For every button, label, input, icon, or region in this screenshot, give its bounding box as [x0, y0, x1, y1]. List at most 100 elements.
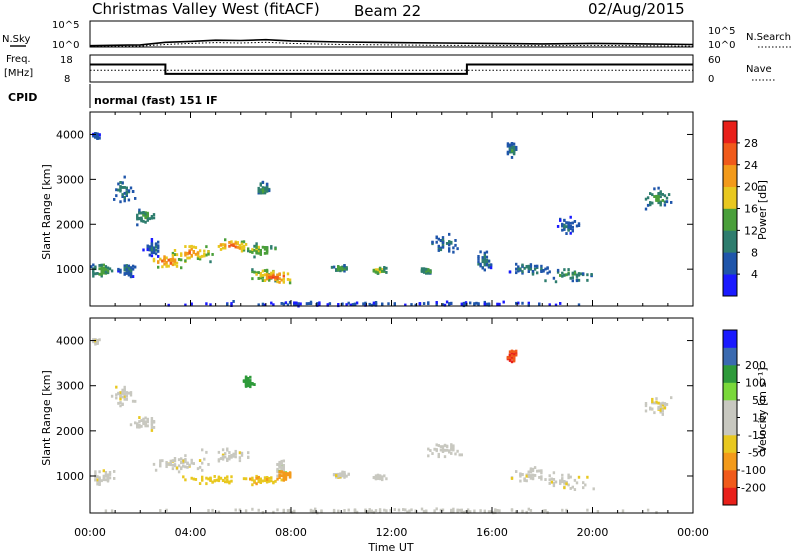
data-cell	[257, 191, 260, 195]
data-cell	[575, 481, 579, 485]
y-tick-label: 1000	[56, 263, 84, 276]
data-cell	[96, 272, 99, 275]
data-cell	[190, 244, 193, 248]
data-cell	[297, 302, 300, 306]
data-cell	[106, 271, 110, 275]
data-cell	[129, 391, 133, 394]
data-cell	[385, 477, 388, 481]
x-tick-label: 00:00	[677, 526, 709, 539]
data-cell	[655, 400, 658, 404]
data-cell	[150, 238, 154, 241]
data-cell	[190, 253, 193, 257]
data-cell	[270, 479, 273, 483]
data-cell	[456, 247, 459, 251]
data-cell	[98, 470, 101, 474]
data-cell	[125, 268, 128, 272]
data-cell	[569, 276, 572, 280]
data-cell	[485, 302, 489, 306]
data-cell	[165, 465, 168, 468]
frequency-panel: Freq. [MHz] 18 8 60 0 Nave	[4, 54, 776, 85]
data-cell	[217, 477, 221, 480]
data-cell	[244, 377, 248, 381]
data-cell	[253, 270, 256, 274]
freq-unit-label: [MHz]	[4, 68, 33, 79]
data-cell	[427, 268, 430, 271]
data-cell	[540, 267, 543, 271]
data-cell	[159, 459, 162, 463]
data-cell	[152, 216, 156, 220]
data-cell	[282, 463, 285, 467]
data-cell	[378, 474, 382, 478]
colorbar-segment	[723, 142, 737, 166]
data-cell	[452, 448, 455, 452]
data-cell	[521, 271, 524, 275]
data-cell	[242, 240, 246, 244]
data-cell	[525, 479, 528, 483]
data-cell	[387, 302, 390, 306]
data-cell	[385, 271, 388, 274]
data-cell	[663, 203, 667, 207]
data-cell	[259, 273, 262, 276]
data-cell	[661, 403, 664, 407]
data-cell	[198, 459, 202, 462]
data-cell	[234, 449, 237, 453]
data-cell	[157, 255, 160, 258]
data-cell	[441, 238, 445, 242]
data-cell	[353, 508, 357, 512]
data-cell	[106, 266, 110, 270]
data-cell	[554, 280, 558, 284]
data-cell	[519, 479, 522, 483]
data-cell	[274, 479, 277, 483]
colorbar-tick-label: 50	[752, 394, 766, 407]
data-cell	[265, 249, 269, 252]
nsearch-label: N.Search	[746, 32, 791, 43]
data-cell	[251, 277, 254, 281]
data-cell	[456, 508, 459, 512]
data-cell	[577, 278, 581, 282]
data-cell	[485, 255, 489, 259]
data-cell	[286, 272, 290, 276]
data-cell	[106, 474, 110, 478]
data-cell	[561, 479, 564, 483]
data-cell	[165, 462, 168, 466]
colorbar-segment	[723, 487, 737, 506]
data-cell	[121, 181, 124, 185]
data-cell	[96, 478, 99, 482]
data-cell	[567, 473, 570, 477]
data-cell	[92, 270, 95, 274]
data-cell	[427, 454, 430, 458]
data-cell	[270, 271, 273, 275]
data-cell	[142, 417, 145, 421]
data-cell	[452, 246, 455, 250]
data-cell	[510, 350, 514, 353]
data-cell	[506, 150, 510, 154]
data-cell	[410, 508, 413, 512]
data-cell	[577, 222, 581, 226]
data-cell	[559, 274, 562, 277]
data-cell	[644, 207, 648, 211]
data-cell	[381, 302, 384, 306]
data-cell	[550, 480, 553, 484]
data-cell	[207, 252, 210, 256]
data-cell	[226, 478, 229, 482]
data-cell	[477, 255, 480, 258]
data-cell	[318, 303, 321, 306]
data-cell	[592, 487, 595, 491]
data-cell	[261, 511, 265, 514]
data-cell	[165, 260, 168, 264]
data-cell	[96, 482, 99, 486]
data-cell	[435, 507, 438, 511]
data-cell	[270, 245, 273, 248]
data-cell	[144, 220, 147, 224]
data-cell	[439, 246, 443, 250]
data-cell	[240, 245, 244, 249]
freq-frame	[89, 54, 694, 83]
data-cell	[265, 182, 269, 186]
colorbar-tick-label: 28	[744, 137, 758, 150]
data-cell	[456, 510, 459, 513]
data-cell	[184, 303, 187, 307]
data-cell	[343, 470, 346, 474]
data-cell	[475, 301, 478, 305]
data-cell	[123, 268, 126, 272]
data-cell	[184, 251, 187, 255]
